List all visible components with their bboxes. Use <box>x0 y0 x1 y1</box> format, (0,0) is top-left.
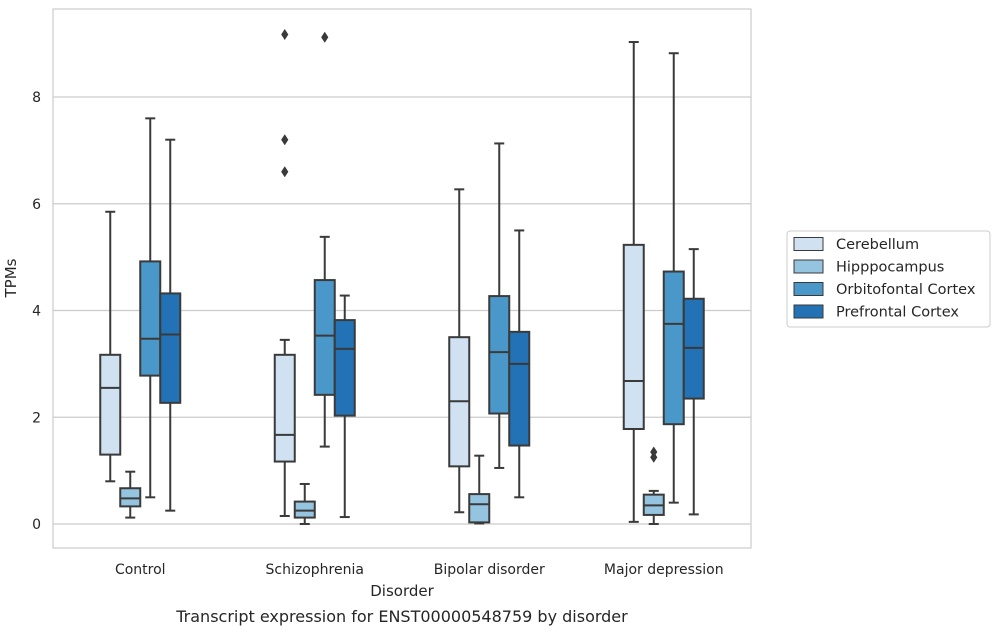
legend-label: Orbitofontal Cortex <box>836 282 976 298</box>
box <box>508 330 531 447</box>
x-axis-title: Disorder <box>370 582 434 600</box>
box <box>662 270 685 426</box>
outlier-point <box>650 451 658 463</box>
x-tick-label: Major depression <box>604 562 724 578</box>
box <box>468 493 491 524</box>
box-group <box>273 29 296 517</box>
outlier-point <box>281 166 289 178</box>
box-group <box>468 454 491 525</box>
box-group <box>139 117 162 499</box>
box <box>99 353 122 456</box>
box <box>293 500 316 519</box>
outlier-point <box>321 31 329 43</box>
legend-swatch <box>793 282 824 296</box>
y-tick-label: 6 <box>32 197 41 213</box>
box-group <box>313 31 336 448</box>
box <box>622 243 645 430</box>
x-tick-label: Schizophrenia <box>266 562 364 578</box>
x-tick-label: Bipolar disorder <box>434 562 545 578</box>
legend-swatch <box>793 237 824 251</box>
outlier-point <box>281 134 289 146</box>
box-group <box>119 470 142 519</box>
x-tick-label: Control <box>115 562 166 578</box>
legend-swatch <box>793 304 824 319</box>
box-group <box>293 482 316 525</box>
y-tick-label: 0 <box>32 517 41 533</box>
outlier-point <box>281 29 289 41</box>
legend-swatch <box>793 259 824 274</box>
box-group <box>333 294 356 519</box>
box-group <box>622 41 645 523</box>
box <box>313 279 336 396</box>
box-group <box>99 210 122 483</box>
box-group <box>448 188 471 514</box>
legend-frame <box>786 230 991 328</box>
y-axis-title: TPMs <box>2 258 20 298</box>
box-group <box>642 446 665 525</box>
box-group <box>508 229 531 499</box>
legend-label: Cerebellum <box>836 237 919 253</box>
box-group <box>682 248 705 516</box>
legend-label: Hipppocampus <box>836 260 944 276</box>
legend-label: Prefrontal Cortex <box>836 305 959 321</box>
box-group <box>159 138 182 512</box>
box <box>333 319 356 417</box>
y-tick-label: 4 <box>32 304 41 320</box>
legend: Cerebellum Hipppocampus Orbitofontal Corte… <box>786 230 991 328</box>
chart-caption: Transcript expression for ENST0000054875… <box>175 607 628 626</box>
plot-frame <box>52 8 752 549</box>
box <box>159 292 182 404</box>
box-groups <box>99 29 705 525</box>
x-tick-labels: Control Schizophrenia Bipolar disorder Majo… <box>115 562 724 578</box>
box <box>488 295 511 415</box>
box <box>273 353 296 463</box>
box <box>119 487 142 508</box>
y-tick-label: 2 <box>32 410 41 426</box>
box <box>139 260 162 377</box>
y-tick-labels: 0 2 4 6 8 <box>32 90 41 533</box>
y-tick-label: 8 <box>32 90 41 106</box>
